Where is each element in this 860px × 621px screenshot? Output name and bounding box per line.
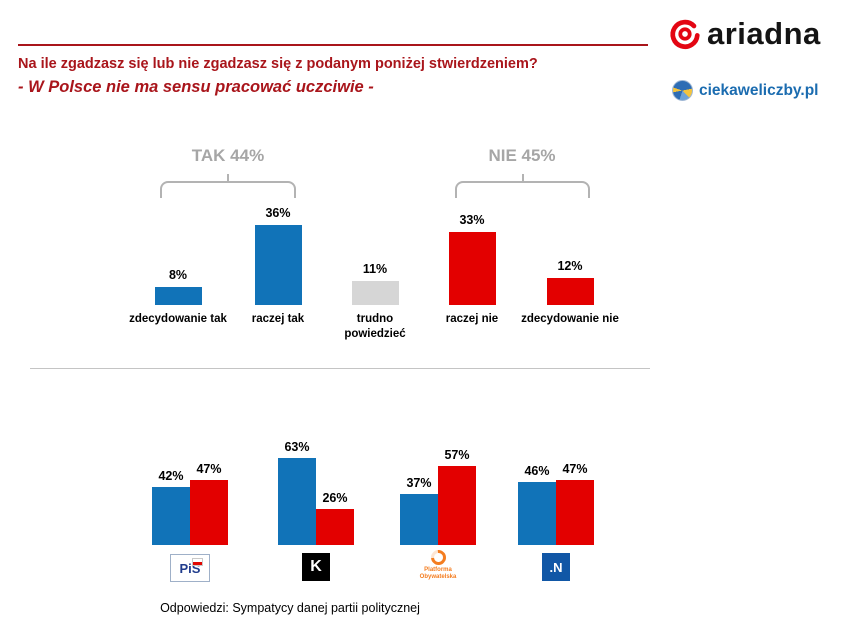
main-bar-category-label: zdecydowanie nie xyxy=(521,313,619,325)
po-logo-text: Platforma Obywatelska xyxy=(419,567,457,581)
po-circle-icon xyxy=(427,546,449,569)
party-bar-nie-1 xyxy=(190,480,228,545)
ariadna-logo-text: ariadna xyxy=(707,16,821,51)
party-bar-tak-4 xyxy=(518,482,556,545)
main-bar-3 xyxy=(351,281,399,305)
main-bar-value-label: 36% xyxy=(265,206,291,220)
nie-group-label: NIE 45% xyxy=(488,146,556,165)
pis-party-logo: PiS xyxy=(170,554,210,582)
party-bar-tak-2 xyxy=(278,458,316,545)
header-divider xyxy=(18,44,648,46)
main-bar-value-label: 33% xyxy=(459,213,485,227)
survey-question-title: Na ile zgadzasz się lub nie zgadzasz się… xyxy=(18,56,538,72)
po-party-logo: Platforma Obywatelska xyxy=(411,546,465,581)
ariadna-logo: ariadna xyxy=(668,16,821,52)
party-bar-chart: PiS K Platforma Obywatelska .N 42% 47% 63%… xyxy=(130,400,650,605)
party-bar-value-label: 47% xyxy=(562,462,588,476)
party-bar-value-label: 42% xyxy=(158,469,184,483)
party-bar-value-label: 46% xyxy=(524,464,550,478)
ariadna-swirl-icon xyxy=(670,19,700,50)
main-bar-category-label: raczej tak xyxy=(251,313,305,325)
main-bar-category-label: trudno powiedzieć xyxy=(344,313,406,340)
party-bar-nie-4 xyxy=(556,480,594,545)
agreement-bar-chart: 8% zdecydowanie tak 36% raczej tak 11% trudno… xyxy=(129,140,650,365)
nie-bracket xyxy=(455,174,590,198)
main-bar-5 xyxy=(546,278,594,305)
main-bar-value-label: 11% xyxy=(362,262,388,276)
party-bar-value-label: 26% xyxy=(322,491,348,505)
party-bar-tak-3 xyxy=(400,494,438,545)
ciekaweliczby-logo-text: ciekaweliczby.pl xyxy=(699,81,819,99)
party-bar-tak-1 xyxy=(152,487,190,545)
party-bar-value-label: 57% xyxy=(444,448,470,462)
globe-icon xyxy=(672,80,693,101)
ciekaweliczby-logo: ciekaweliczby.pl xyxy=(672,80,818,101)
kukiz-party-logo: K xyxy=(302,553,330,581)
footer-caption: Odpowiedzi: Sympatycy danej partii polit… xyxy=(160,601,420,615)
party-bar-value-label: 37% xyxy=(406,476,432,490)
nowoczesna-logo-text: .N xyxy=(549,559,563,575)
main-bar-value-label: 8% xyxy=(168,268,188,282)
main-bar-1 xyxy=(154,287,202,305)
party-bar-nie-2 xyxy=(316,509,354,545)
main-bar-value-label: 12% xyxy=(557,259,583,273)
section-divider xyxy=(30,368,650,369)
party-bar-value-label: 63% xyxy=(284,440,310,454)
tak-bracket xyxy=(160,174,296,198)
party-bar-nie-3 xyxy=(438,466,476,545)
survey-statement-subtitle: - W Polsce nie ma sensu pracować uczciwi… xyxy=(18,78,374,96)
main-bar-category-label: raczej nie xyxy=(445,313,499,325)
party-bar-value-label: 47% xyxy=(196,462,222,476)
pis-logo-text: PiS xyxy=(179,560,201,576)
main-bar-4 xyxy=(448,232,496,305)
nowoczesna-party-logo: .N xyxy=(542,553,570,581)
kukiz-logo-text: K xyxy=(310,558,322,575)
tak-group-label: TAK 44% xyxy=(191,146,265,165)
main-bar-2 xyxy=(254,225,302,305)
main-bar-category-label: zdecydowanie tak xyxy=(129,313,227,325)
